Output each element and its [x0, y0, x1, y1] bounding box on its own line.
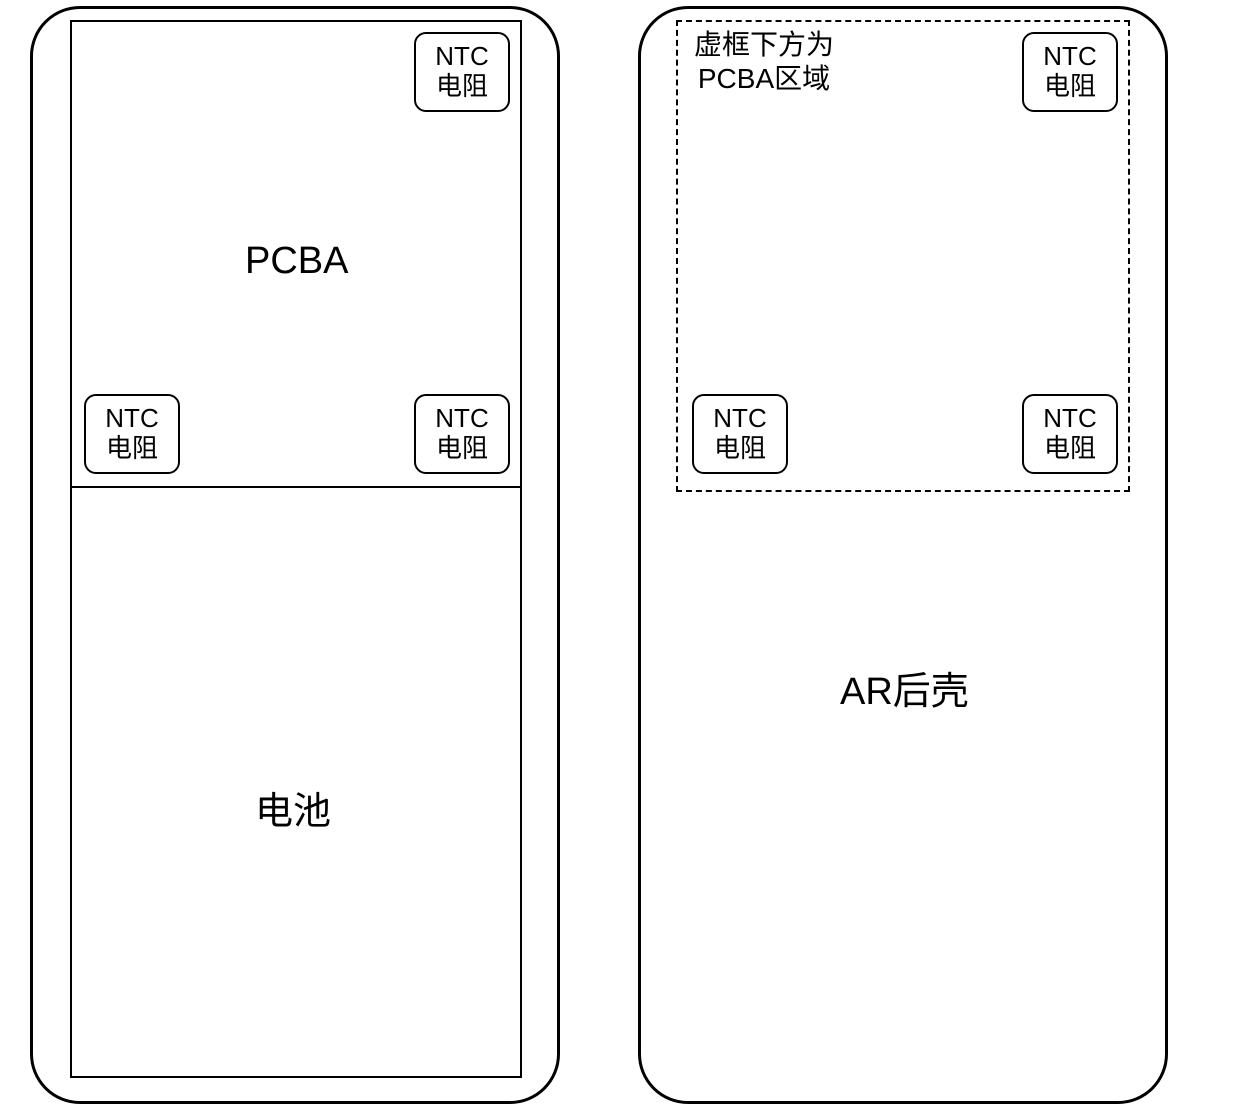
ntc-resistor-right-bottom-right: NTC 电阻 — [1022, 394, 1118, 474]
ntc-resistor-right-top-right: NTC 电阻 — [1022, 32, 1118, 112]
pcba-label: PCBA — [245, 240, 348, 283]
note-line2: PCBA区域 — [698, 63, 830, 94]
ntc-line1: NTC — [435, 404, 488, 434]
ntc-line2: 电阻 — [436, 434, 488, 464]
ntc-line1: NTC — [1043, 42, 1096, 72]
ntc-line2: 电阻 — [1044, 434, 1096, 464]
left-divider — [70, 486, 522, 488]
ar-shell-label: AR后壳 — [840, 660, 969, 715]
ntc-resistor-left-bottom-left: NTC 电阻 — [84, 394, 180, 474]
ntc-line2: 电阻 — [1044, 72, 1096, 102]
ntc-line1: NTC — [105, 404, 158, 434]
left-inner-box — [70, 20, 522, 1078]
ntc-line2: 电阻 — [714, 434, 766, 464]
ntc-resistor-left-top-right: NTC 电阻 — [414, 32, 510, 112]
note-line1: 虚框下方为 — [694, 29, 834, 60]
dashed-area-note: 虚框下方为 PCBA区域 — [694, 28, 834, 95]
ntc-line1: NTC — [1043, 404, 1096, 434]
diagram-canvas: PCBA 电池 NTC 电阻 NTC 电阻 NTC 电阻 虚框下方为 PCBA区… — [0, 0, 1240, 1110]
ntc-line2: 电阻 — [106, 434, 158, 464]
ntc-resistor-left-bottom-right: NTC 电阻 — [414, 394, 510, 474]
ntc-resistor-right-bottom-left: NTC 电阻 — [692, 394, 788, 474]
battery-label: 电池 — [255, 780, 331, 835]
ntc-line2: 电阻 — [436, 72, 488, 102]
ntc-line1: NTC — [435, 42, 488, 72]
ntc-line1: NTC — [713, 404, 766, 434]
